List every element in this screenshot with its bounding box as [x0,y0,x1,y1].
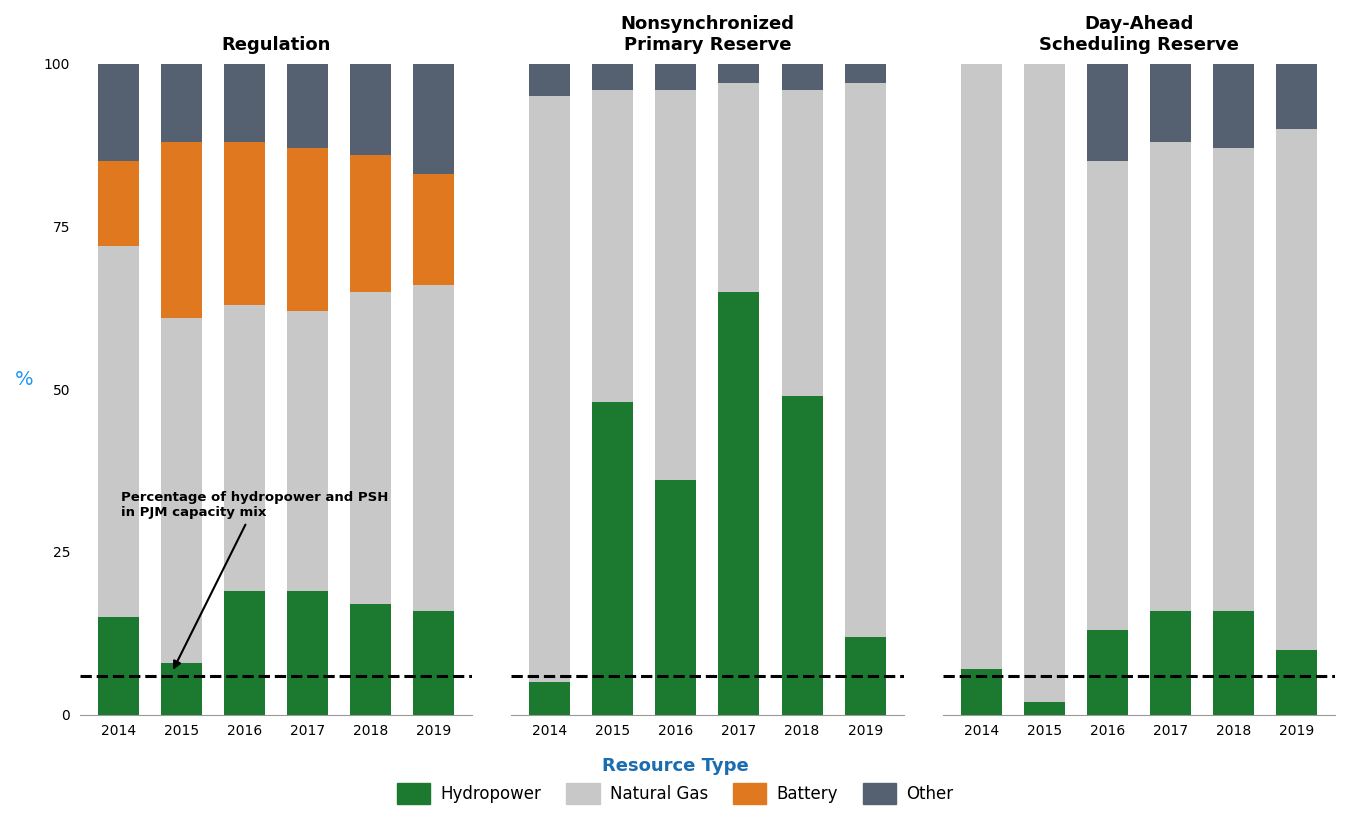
Bar [655,480,697,715]
Bar [655,64,697,90]
Bar [718,292,760,715]
Bar [1276,650,1318,715]
Bar [350,64,392,155]
Bar [288,311,328,591]
Bar [529,682,570,715]
Bar [413,64,454,175]
Bar [718,83,760,292]
Bar [593,90,633,402]
Bar [782,396,822,715]
Bar [593,402,633,715]
Bar [413,611,454,715]
Bar [593,64,633,90]
Bar [288,591,328,715]
Bar [845,637,886,715]
Bar [350,292,392,604]
Bar [413,285,454,611]
Bar [350,155,392,292]
Bar [97,617,139,715]
Bar [1214,611,1254,715]
Bar [224,591,265,715]
Bar [97,64,139,161]
Legend: Hydropower, Natural Gas, Battery, Other: Hydropower, Natural Gas, Battery, Other [390,750,960,810]
Bar [288,148,328,311]
Bar [1150,142,1191,611]
Bar [961,669,1002,715]
Bar [1023,701,1065,715]
Bar [1150,611,1191,715]
Bar [1214,64,1254,148]
Bar [1087,64,1127,161]
Text: Percentage of hydropower and PSH
in PJM capacity mix: Percentage of hydropower and PSH in PJM … [122,491,389,668]
Bar [845,64,886,83]
Bar [1023,64,1065,701]
Bar [161,64,201,142]
Bar [161,317,201,662]
Title: Nonsynchronized
Primary Reserve: Nonsynchronized Primary Reserve [621,15,794,54]
Bar [1087,161,1127,630]
Bar [1214,148,1254,611]
Bar [782,64,822,90]
Title: Day-Ahead
Scheduling Reserve: Day-Ahead Scheduling Reserve [1040,15,1239,54]
Bar [224,64,265,142]
Bar [224,304,265,591]
Title: Regulation: Regulation [221,36,331,54]
Bar [1150,64,1191,142]
Bar [97,161,139,246]
Bar [1276,64,1318,129]
Bar [529,96,570,682]
Bar [288,64,328,148]
Bar [224,142,265,304]
Bar [350,604,392,715]
Bar [782,90,822,396]
Bar [413,175,454,285]
Bar [161,142,201,317]
Bar [161,662,201,715]
Bar [1276,129,1318,650]
Bar [718,64,760,83]
Bar [1087,630,1127,715]
Bar [961,64,1002,669]
Bar [529,64,570,96]
Y-axis label: %: % [15,370,34,389]
Bar [845,83,886,637]
Bar [97,246,139,617]
Bar [655,90,697,480]
